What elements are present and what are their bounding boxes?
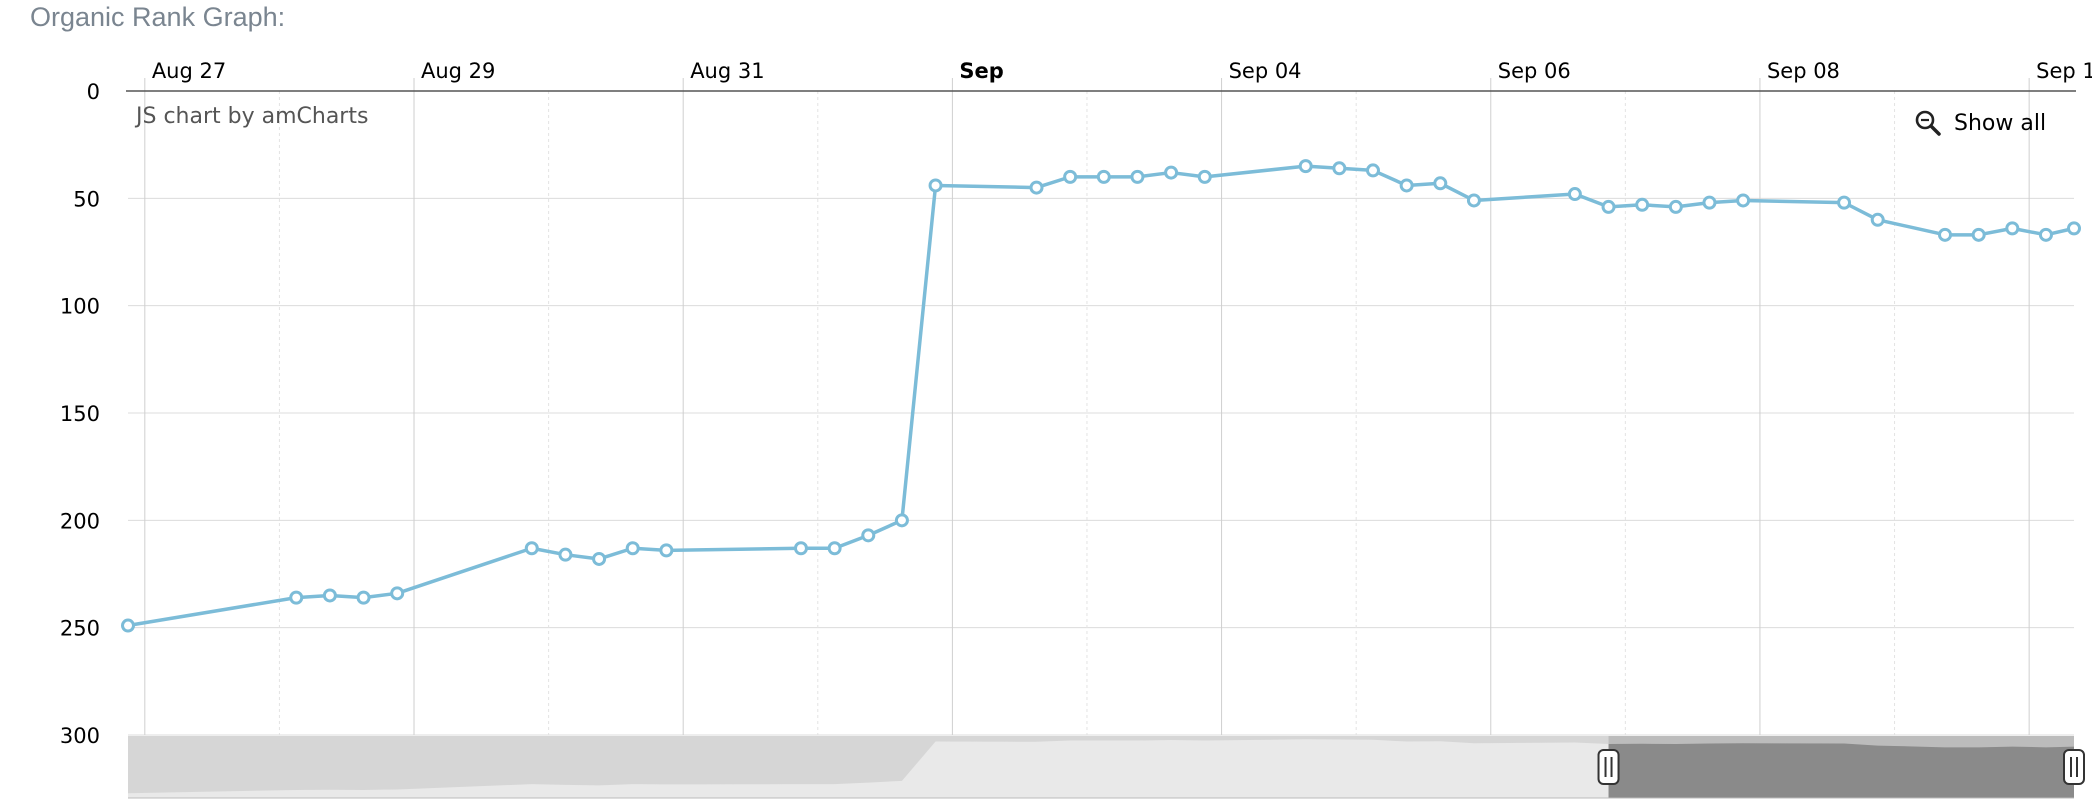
data-point — [928, 178, 943, 193]
page-title: Organic Rank Graph: — [30, 2, 286, 32]
data-point — [524, 541, 539, 556]
y-tick-label: 0 — [87, 80, 100, 104]
handle-grip — [1597, 749, 1620, 785]
data-point — [121, 618, 135, 633]
data-point — [1702, 195, 1717, 210]
data-point — [1433, 176, 1448, 191]
y-tick-label: 300 — [60, 724, 100, 748]
y-tick-label: 150 — [60, 402, 100, 426]
data-point — [2005, 221, 2020, 236]
data-point — [1870, 212, 1885, 227]
data-point — [1971, 227, 1986, 242]
x-tick-label: Sep 10 — [2036, 59, 2092, 83]
data-point — [659, 543, 674, 558]
y-tick-label: 100 — [60, 295, 100, 319]
data-point — [1938, 227, 1953, 242]
data-point — [592, 551, 607, 566]
data-point — [289, 590, 304, 605]
data-point — [894, 513, 909, 528]
data-point — [861, 528, 876, 543]
x-axis: Aug 27 Aug 29 Aug 31 Sep Sep 04 Sep 06 Sep 08 S… — [152, 59, 2092, 83]
scrollbar-handle-left[interactable] — [1597, 749, 1620, 785]
data-point — [1399, 178, 1414, 193]
data-point — [1063, 169, 1078, 184]
chart-credit[interactable]: JS chart by amCharts — [136, 104, 369, 129]
data-point — [1736, 193, 1751, 208]
data-point — [1601, 199, 1616, 214]
scrollbar-unselected — [128, 736, 1609, 798]
data-point — [322, 588, 337, 603]
x-tick-label: Sep 04 — [1229, 59, 1302, 83]
show-all-label: Show all — [1954, 110, 2047, 136]
x-tick-label: Aug 31 — [690, 59, 764, 83]
data-point — [1635, 197, 1650, 212]
chart-scrollbar[interactable] — [128, 736, 2085, 799]
data-point — [625, 541, 640, 556]
data-point — [827, 541, 842, 556]
data-point — [1130, 169, 1145, 184]
data-point — [2038, 227, 2053, 242]
data-point — [1567, 187, 1582, 202]
data-point — [390, 586, 405, 601]
series-rank — [121, 159, 2081, 633]
scrollbar-preview-area — [128, 736, 2074, 794]
y-tick-label: 200 — [60, 509, 100, 533]
data-point — [1466, 193, 1481, 208]
series-line — [127, 164, 2075, 628]
y-tick-label: 50 — [73, 187, 100, 211]
data-point — [2067, 221, 2081, 236]
data-point — [1365, 163, 1380, 178]
y-axis: 0 50 100 150 200 250 300 — [60, 80, 100, 748]
data-point — [1332, 161, 1347, 176]
data-point — [1096, 169, 1111, 184]
data-point — [1164, 165, 1179, 180]
data-point — [793, 541, 808, 556]
x-tick-label: Sep 06 — [1498, 59, 1571, 83]
data-point — [1837, 195, 1852, 210]
y-tick-label: 250 — [60, 617, 100, 641]
data-point — [1029, 180, 1044, 195]
grid-lines — [128, 78, 2074, 736]
x-tick-label: Aug 29 — [421, 59, 495, 83]
data-point — [356, 590, 371, 605]
x-tick-label: Aug 27 — [152, 59, 226, 83]
show-all-button[interactable]: Show all — [1914, 108, 2046, 138]
handle-grip — [2063, 749, 2085, 785]
x-tick-label: Sep 08 — [1767, 59, 1840, 83]
data-point — [558, 547, 573, 562]
data-point — [1298, 159, 1313, 174]
data-point — [1197, 169, 1212, 184]
data-point — [1668, 199, 1683, 214]
x-tick-label: Sep — [959, 59, 1003, 83]
scrollbar-handle-right[interactable] — [2063, 749, 2085, 785]
zoom-out-icon — [1915, 110, 1941, 136]
